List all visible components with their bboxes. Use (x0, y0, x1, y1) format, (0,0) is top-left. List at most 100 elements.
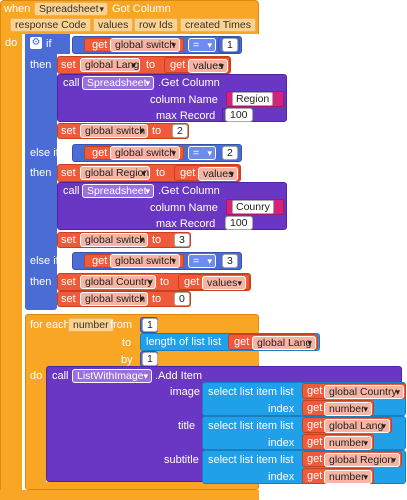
list-dropdown[interactable]: global Lang (324, 419, 390, 433)
then-label-3: then (30, 276, 52, 288)
else-if-label-2: else if (30, 255, 59, 267)
event-handler-right-area (259, 0, 407, 34)
get-label: get (307, 453, 323, 465)
set-var-dropdown[interactable]: global Lang (80, 58, 140, 72)
select-list-item-label: select list item list (208, 386, 294, 398)
set-label: set (61, 234, 76, 246)
index-label: index (268, 437, 295, 449)
getcolumn-label: .Get Column (158, 185, 220, 197)
to-label: to (152, 293, 162, 305)
eq-dropdown[interactable]: = (188, 146, 216, 160)
list-dropdown[interactable]: global Region (324, 453, 400, 467)
listwithimage-dropdown[interactable]: ListWithImage (72, 369, 152, 383)
switch-var-dropdown[interactable]: global switch (80, 292, 148, 306)
number-value[interactable]: 1 (222, 38, 238, 52)
set-label: set (61, 125, 76, 137)
list-dropdown[interactable]: global Country (324, 385, 404, 399)
max-record-value[interactable]: 100 (225, 216, 253, 230)
by-value[interactable]: 1 (142, 352, 158, 366)
get-label: get (307, 402, 323, 414)
additem-label: .Add Item (155, 370, 203, 382)
values-dropdown[interactable]: values (202, 276, 246, 290)
set-label: set (61, 276, 76, 288)
list-var-dropdown[interactable]: global Lang (252, 336, 316, 350)
spreadsheet-dropdown[interactable]: Spreadsheet (82, 76, 154, 90)
for-each-do-label: do (30, 370, 43, 382)
event-name-label: Got Column (112, 3, 171, 15)
values-dropdown[interactable]: values (198, 167, 238, 181)
index-dropdown[interactable]: number (324, 470, 372, 484)
param-response-code[interactable]: response Code (10, 18, 92, 32)
get-label: get (92, 147, 108, 159)
if-block[interactable] (25, 34, 57, 310)
index-dropdown[interactable]: number (324, 402, 372, 416)
length-of-list-label: length of list list (146, 336, 222, 348)
var-dropdown[interactable]: global switch (110, 254, 180, 268)
get-label: get (180, 167, 196, 179)
then-label-1: then (30, 59, 52, 71)
when-label: when (4, 3, 31, 15)
get-label: get (307, 419, 323, 431)
switch-var-dropdown[interactable]: global switch (80, 124, 148, 138)
set-label: set (61, 59, 76, 71)
index-dropdown[interactable]: number (324, 436, 372, 450)
select-list-item-label: select list item list (208, 454, 294, 466)
to-label: to (146, 59, 156, 71)
get-label: get (234, 336, 250, 348)
switch-var-dropdown[interactable]: global switch (80, 233, 148, 247)
to-label: to (156, 167, 166, 179)
number-value[interactable]: 3 (222, 254, 238, 268)
switch-value[interactable]: 2 (172, 124, 188, 138)
to-label: to (122, 337, 132, 349)
getcolumn-label: .Get Column (158, 77, 220, 89)
do-label: do (5, 37, 18, 49)
switch-value[interactable]: 3 (174, 233, 190, 247)
call-label: call (63, 77, 80, 89)
var-dropdown[interactable]: global switch (110, 38, 180, 52)
if-label: if (46, 38, 52, 50)
text-value[interactable]: Region (232, 92, 274, 106)
loop-var-chip[interactable]: number (68, 318, 114, 332)
else-if-label-1: else if (30, 147, 59, 159)
switch-value[interactable]: 0 (174, 292, 190, 306)
call-label: call (63, 185, 80, 197)
eq-dropdown[interactable]: = (188, 38, 216, 52)
set-label: set (61, 167, 76, 179)
spreadsheet-dropdown[interactable]: Spreadsheet (82, 184, 154, 198)
set-label: set (61, 293, 76, 305)
get-label: get (307, 385, 323, 397)
index-label: index (268, 403, 295, 415)
values-dropdown[interactable]: values (188, 59, 228, 73)
event-handler-bottom-bar (0, 490, 259, 500)
to-label: to (152, 125, 162, 137)
select-list-item-label: select list item list (208, 420, 294, 432)
get-label: get (184, 276, 200, 288)
get-label: get (92, 255, 108, 267)
param-image-label: image (170, 386, 200, 398)
param-row-ids[interactable]: row Ids (134, 18, 178, 32)
column-name-label: column Name (150, 202, 218, 214)
from-label: from (110, 319, 132, 331)
column-name-label: column Name (150, 94, 218, 106)
from-value[interactable]: 1 (142, 318, 158, 332)
get-label: get (307, 470, 323, 482)
get-label: get (92, 39, 108, 51)
max-record-label: max Record (156, 110, 216, 122)
eq-dropdown[interactable]: = (188, 254, 216, 268)
text-value[interactable]: Counry (232, 200, 274, 214)
then-label-2: then (30, 167, 52, 179)
if-gear-icon[interactable]: ⚙ (30, 37, 42, 49)
component-dropdown[interactable]: Spreadsheet (34, 2, 108, 16)
param-created-times[interactable]: created Times (180, 18, 256, 32)
set-var-dropdown[interactable]: global Country (80, 275, 156, 289)
param-values[interactable]: values (93, 18, 134, 32)
get-label: get (307, 436, 323, 448)
number-value[interactable]: 2 (222, 146, 238, 160)
max-record-value[interactable]: 100 (225, 108, 253, 122)
var-dropdown[interactable]: global switch (110, 146, 180, 160)
get-label: get (170, 59, 186, 71)
call-label: call (52, 370, 69, 382)
set-var-dropdown[interactable]: global Region (80, 166, 150, 180)
by-label: by (121, 354, 133, 366)
param-subtitle-label: subtitle (164, 454, 199, 466)
